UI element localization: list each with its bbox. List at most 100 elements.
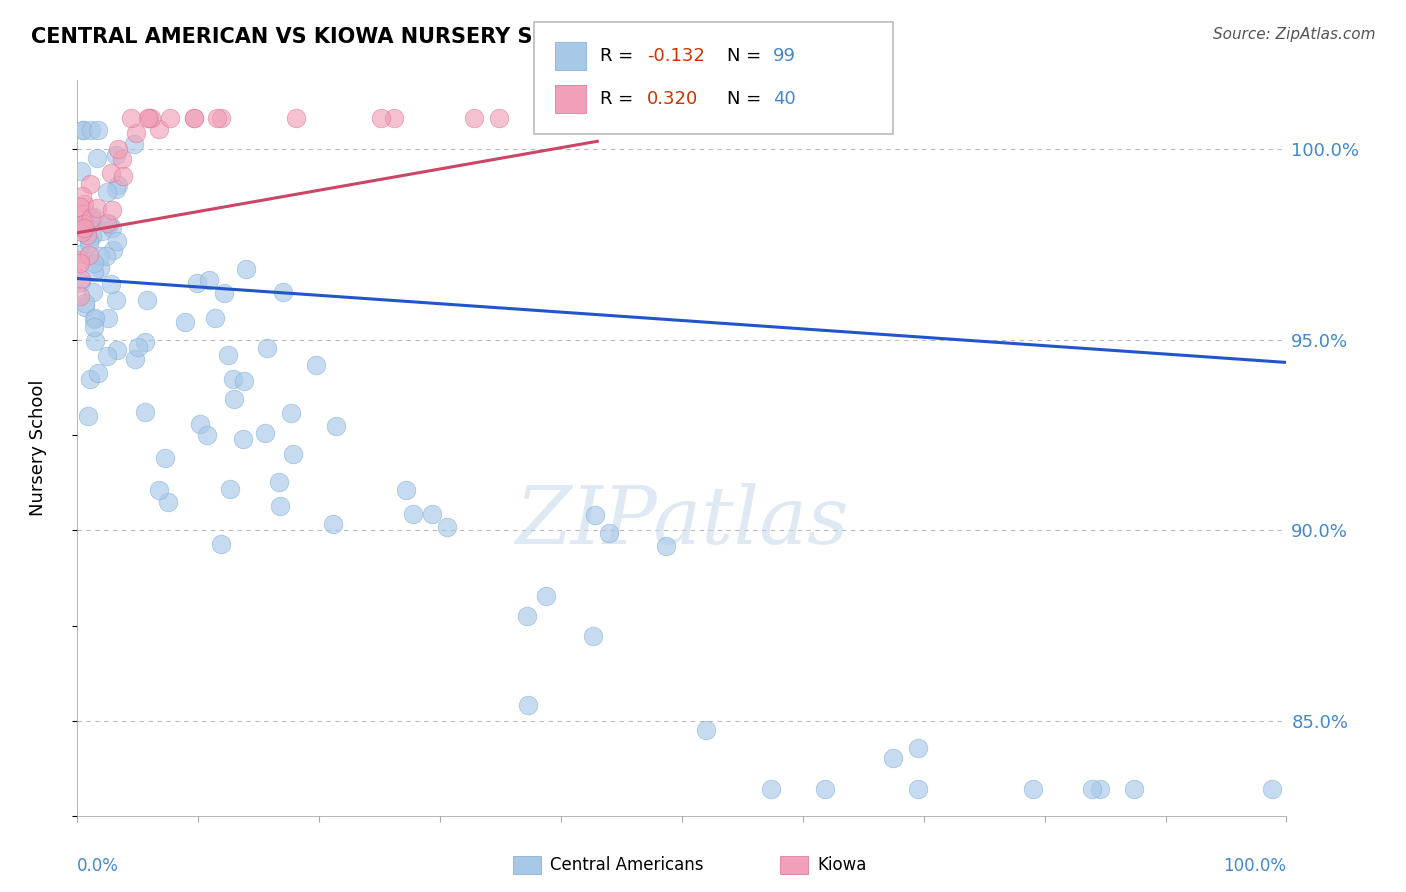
Text: CENTRAL AMERICAN VS KIOWA NURSERY SCHOOL CORRELATION CHART: CENTRAL AMERICAN VS KIOWA NURSERY SCHOOL… bbox=[31, 27, 870, 46]
Point bbox=[420, 508, 443, 522]
Point bbox=[582, 629, 605, 643]
Point bbox=[83, 265, 105, 279]
Point bbox=[269, 475, 291, 490]
Point bbox=[655, 540, 678, 554]
Text: N =: N = bbox=[727, 47, 766, 65]
Point bbox=[136, 112, 159, 126]
Point bbox=[73, 220, 96, 235]
Point bbox=[86, 152, 108, 166]
Point bbox=[100, 277, 122, 292]
Point bbox=[96, 185, 118, 199]
Point bbox=[76, 227, 98, 242]
Point bbox=[72, 123, 94, 137]
Point bbox=[159, 112, 181, 126]
Point bbox=[157, 494, 180, 508]
Point bbox=[105, 343, 128, 357]
Point bbox=[77, 233, 100, 247]
Point bbox=[153, 450, 176, 465]
Point bbox=[76, 409, 98, 423]
Point bbox=[77, 218, 100, 232]
Point bbox=[138, 112, 160, 126]
Point bbox=[583, 508, 606, 523]
Point bbox=[232, 432, 254, 446]
Point bbox=[96, 349, 118, 363]
Point bbox=[219, 483, 242, 497]
Point bbox=[79, 372, 101, 386]
Point bbox=[90, 224, 112, 238]
Point bbox=[83, 311, 105, 326]
Point bbox=[79, 178, 101, 192]
Point bbox=[882, 751, 904, 765]
Point bbox=[101, 221, 124, 235]
Point bbox=[73, 216, 96, 230]
Point bbox=[87, 123, 110, 137]
Point bbox=[207, 112, 229, 126]
Point bbox=[70, 247, 93, 261]
Point bbox=[87, 366, 110, 380]
Point bbox=[72, 123, 94, 137]
Point bbox=[105, 148, 128, 162]
Point bbox=[70, 225, 93, 239]
Point bbox=[907, 782, 929, 797]
Point bbox=[585, 112, 607, 126]
Point bbox=[72, 189, 94, 203]
Point bbox=[124, 127, 146, 141]
Point bbox=[1260, 782, 1282, 797]
Point bbox=[83, 312, 105, 326]
Point bbox=[69, 256, 91, 270]
Text: 100.0%: 100.0% bbox=[1223, 856, 1286, 875]
Point bbox=[139, 112, 162, 126]
Point bbox=[94, 249, 117, 263]
Point bbox=[124, 352, 146, 367]
Point bbox=[269, 499, 291, 513]
Point bbox=[183, 112, 205, 126]
Text: ZIPatlas: ZIPatlas bbox=[515, 483, 849, 560]
Point bbox=[761, 782, 783, 797]
Point bbox=[134, 335, 156, 350]
Point bbox=[136, 293, 159, 308]
Point bbox=[534, 590, 557, 604]
Point bbox=[111, 169, 134, 183]
Point bbox=[127, 340, 149, 354]
Point bbox=[70, 272, 93, 286]
Text: 0.0%: 0.0% bbox=[77, 856, 120, 875]
Text: Central Americans: Central Americans bbox=[550, 856, 703, 874]
Text: -0.132: -0.132 bbox=[647, 47, 704, 65]
Point bbox=[75, 296, 97, 310]
Text: 99: 99 bbox=[773, 47, 796, 65]
Point bbox=[89, 260, 111, 275]
Text: R =: R = bbox=[600, 47, 640, 65]
Point bbox=[233, 374, 256, 388]
Point bbox=[134, 405, 156, 419]
Point bbox=[1088, 782, 1111, 797]
Point bbox=[82, 229, 104, 244]
Point bbox=[80, 211, 103, 226]
Point bbox=[209, 112, 232, 126]
Text: R =: R = bbox=[600, 90, 640, 108]
Point bbox=[174, 315, 197, 329]
Point bbox=[695, 723, 717, 738]
Point bbox=[1122, 782, 1144, 797]
Point bbox=[97, 310, 120, 325]
Text: N =: N = bbox=[727, 90, 766, 108]
Point bbox=[253, 425, 276, 440]
Point bbox=[204, 310, 226, 325]
Point bbox=[517, 698, 540, 712]
Point bbox=[83, 319, 105, 334]
Point bbox=[86, 201, 108, 215]
Point bbox=[100, 165, 122, 179]
Point bbox=[103, 244, 125, 258]
Point bbox=[75, 300, 97, 314]
Point bbox=[907, 740, 929, 755]
Point bbox=[77, 236, 100, 251]
Point bbox=[105, 182, 128, 196]
Point bbox=[83, 210, 105, 224]
Point bbox=[325, 419, 347, 434]
Point bbox=[285, 112, 308, 126]
Point bbox=[382, 112, 405, 126]
Point bbox=[813, 782, 835, 797]
Point bbox=[217, 348, 239, 362]
Point bbox=[322, 516, 344, 531]
Point bbox=[488, 112, 510, 126]
Point bbox=[436, 520, 458, 534]
